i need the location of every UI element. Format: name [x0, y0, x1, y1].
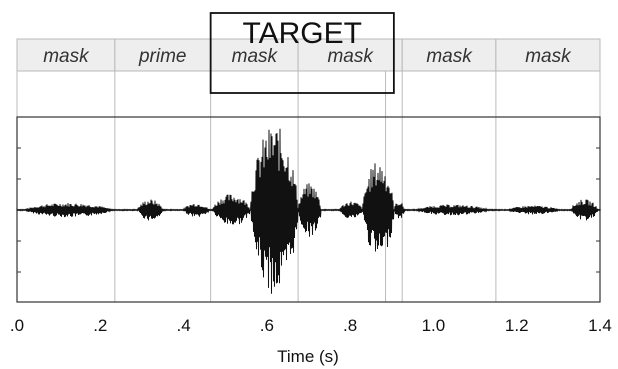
target-window-box [209, 12, 395, 94]
x-tick-label: .2 [93, 316, 107, 335]
x-tick-label: 1.4 [588, 316, 612, 335]
segment-label: mask [327, 46, 374, 67]
x-tick-label: .6 [260, 316, 274, 335]
segment-label: mask [43, 46, 90, 67]
speech-waveform [16, 128, 601, 294]
x-tick-label: .0 [10, 316, 24, 335]
segment-cell [495, 38, 601, 72]
segment-label: prime [138, 46, 187, 67]
segment-cell [16, 38, 116, 72]
x-tick-label: .4 [176, 316, 190, 335]
target-label: TARGET [243, 17, 362, 50]
x-tick-label: .8 [343, 316, 357, 335]
x-axis-tick-labels: .0 .2 .4 .6 .8 1.0 1.2 1.4 [10, 316, 612, 335]
x-tick-label: 1.0 [422, 316, 446, 335]
segment-label: mask [426, 46, 473, 67]
frame-ticks [17, 147, 600, 273]
x-tick-label: 1.2 [505, 316, 529, 335]
segment-label: mask [525, 46, 572, 67]
x-axis-label: Time (s) [277, 347, 339, 366]
segment-label: mask [232, 46, 279, 67]
